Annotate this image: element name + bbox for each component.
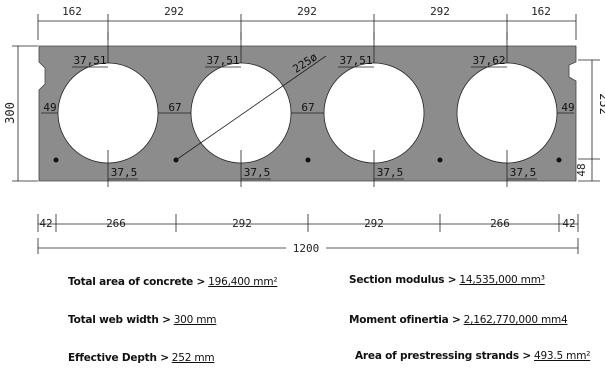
right-height-label: 252	[597, 93, 605, 115]
bottom-dim-2: 266	[106, 217, 126, 230]
prestressing-strands-row: Area of prestressing strands >493.5 mm²	[355, 350, 590, 362]
bottom-cover-4: 37,5	[510, 166, 537, 179]
slab-section	[38, 45, 577, 182]
strand-1	[53, 157, 59, 163]
effective-depth-row: Effective Depth >252 mm	[68, 352, 215, 364]
effective-depth-value: 252 mm	[171, 352, 215, 364]
bottom-cover-2: 37,5	[244, 166, 271, 179]
top-dim-4: 292	[430, 5, 450, 18]
moment-of-inertia-value: 2,162,770,000 mm4	[463, 314, 568, 326]
top-dim-1: 162	[62, 5, 82, 18]
strand-height-label: 48	[575, 163, 588, 176]
left-height-label: 300	[3, 102, 17, 124]
top-cover-4: 37,62	[472, 54, 505, 67]
effective-depth-label: Effective Depth >	[68, 352, 169, 364]
bottom-cover-leaders	[107, 150, 537, 187]
core-3	[323, 62, 425, 164]
bottom-dim-5: 266	[490, 217, 510, 230]
moment-of-inertia-row: Moment ofinertia >2,162,770,000 mm4	[349, 314, 568, 326]
bottom-dim-3: 292	[232, 217, 252, 230]
top-dim-5: 162	[531, 5, 551, 18]
core-1	[57, 62, 159, 164]
web-width-value: 300 mm	[173, 314, 217, 326]
section-modulus-row: Section modulus >14,535,000 mm³	[349, 274, 545, 286]
web-width-row: Total web width >300 mm	[68, 314, 217, 326]
left-height-dimension	[12, 45, 38, 182]
total-area-row: Total area of concrete >196,400 mm²	[68, 276, 278, 288]
web-width-label: Total web width >	[68, 314, 171, 326]
core-2	[190, 62, 292, 164]
top-dim-3: 292	[297, 5, 317, 18]
inner-web-2: 67	[301, 101, 314, 114]
top-dim-2: 292	[164, 5, 184, 18]
strand-4	[437, 157, 443, 163]
overall-dim: 1200	[293, 242, 320, 255]
bottom-dimension-line	[37, 214, 579, 232]
top-dimension-line	[37, 14, 577, 40]
bottom-dim-4: 292	[364, 217, 384, 230]
total-area-value: 196,400 mm²	[208, 276, 278, 288]
core-4	[456, 62, 558, 164]
top-cover-leaders	[72, 32, 508, 68]
bottom-cover-1: 37,5	[111, 166, 138, 179]
diameter-leader	[175, 55, 327, 161]
top-cover-1: 37,51	[73, 54, 106, 67]
section-modulus-value: 14,535,000 mm³	[459, 274, 545, 286]
moment-of-inertia-label: Moment ofinertia >	[349, 314, 461, 326]
top-cover-3: 37,51	[339, 54, 372, 67]
strand-3	[305, 157, 311, 163]
total-area-label: Total area of concrete >	[68, 276, 206, 288]
bottom-dim-6: 42	[562, 217, 575, 230]
overall-dimension-line	[37, 238, 579, 254]
section-modulus-label: Section modulus >	[349, 274, 457, 286]
inner-web-1: 67	[168, 101, 181, 114]
bottom-cover-3: 37,5	[377, 166, 404, 179]
prestressing-strands-value: 493.5 mm²	[533, 350, 591, 362]
right-height-dimension	[578, 59, 600, 182]
bottom-dim-1: 42	[39, 217, 52, 230]
prestressing-strands-label: Area of prestressing strands >	[355, 350, 531, 362]
top-cover-2: 37,51	[206, 54, 239, 67]
edge-web-left: 49	[43, 101, 56, 114]
strand-5	[556, 157, 562, 163]
edge-web-right: 49	[561, 101, 574, 114]
